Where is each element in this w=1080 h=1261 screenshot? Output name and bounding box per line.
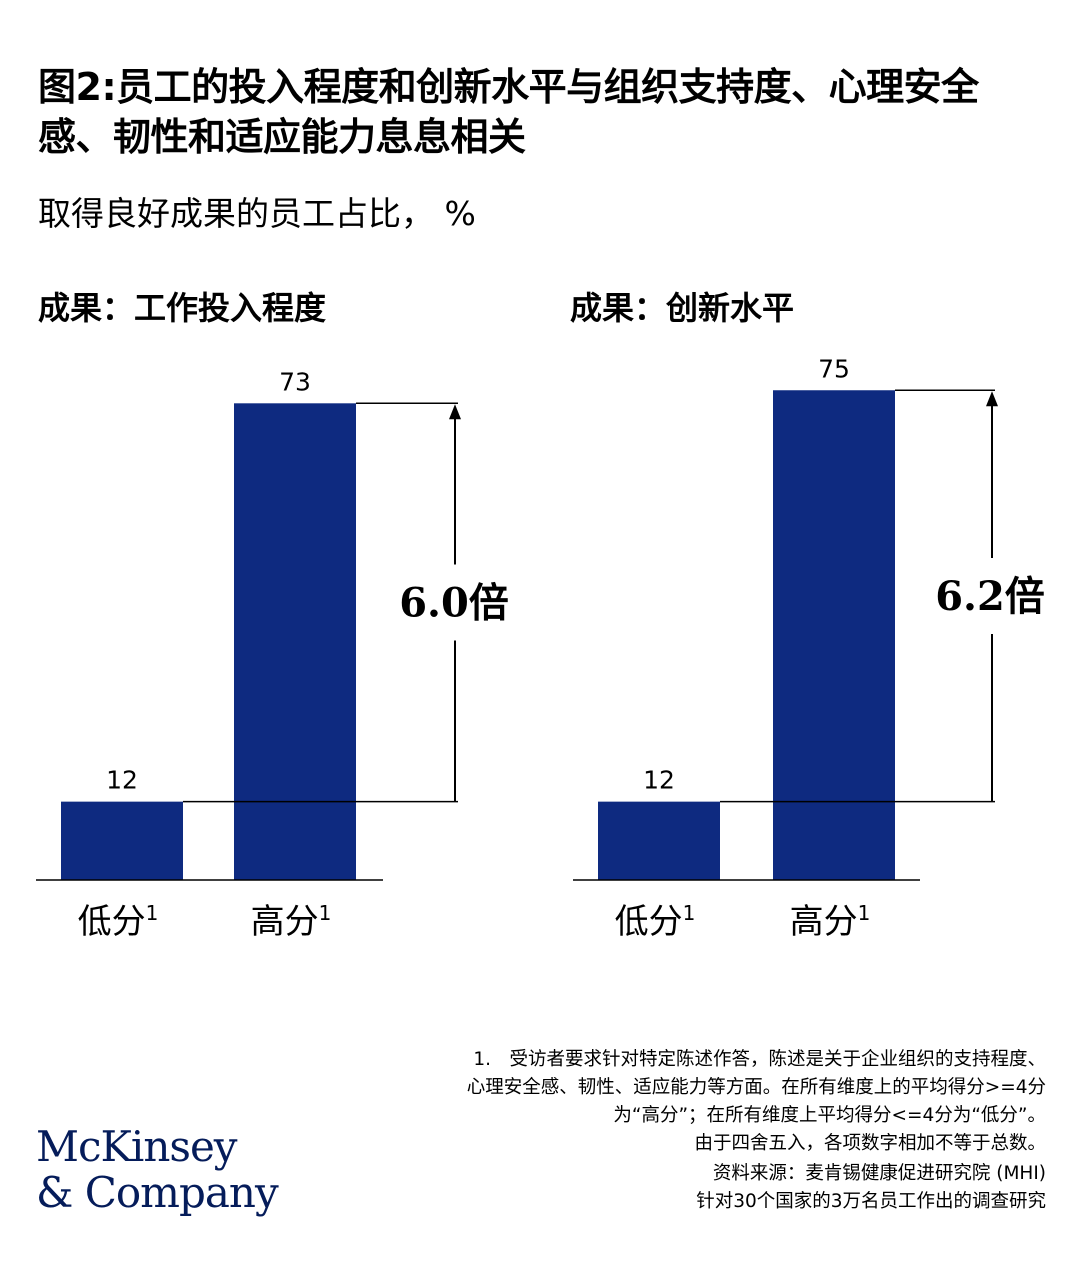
panel-title-engagement: 成果：工作投入程度 — [38, 289, 327, 327]
bar-innovation-1 — [773, 390, 895, 880]
multiplier-label-innovation: 6.2倍 — [935, 573, 1045, 620]
arrow-head-icon-innovation — [986, 391, 998, 407]
chart-title: 图2:员工的投入程度和创新水平与组织支持度、心理安全感、韧性和适应能力息息相关 — [38, 65, 979, 159]
footnote-line: 1. 受访者要求针对特定陈述作答，陈述是关于企业组织的支持程度、 — [473, 1049, 1046, 1070]
source-line: 针对30个国家的3万名员工作出的调查研究 — [696, 1191, 1046, 1212]
mckinsey-logo: McKinsey & Company — [36, 1122, 279, 1217]
footnote-line: 为“高分”；在所有维度上平均得分<=4分为“低分”。 — [613, 1105, 1046, 1126]
category-label-innovation-1: 高分1 — [790, 901, 871, 942]
logo-line-2: & Company — [36, 1168, 279, 1217]
panel-title-innovation: 成果：创新水平 — [570, 289, 795, 327]
value-label-innovation-0: 12 — [643, 766, 675, 795]
category-label-innovation-0: 低分1 — [615, 901, 696, 942]
footnote-line: 由于四舍五入，各项数字相加不等于总数。 — [694, 1133, 1046, 1154]
value-label-engagement-0: 12 — [106, 766, 138, 795]
multiplier-label-engagement: 6.0倍 — [399, 579, 509, 626]
source-line: 资料来源：麦肯锡健康促进研究院 (MHI) — [712, 1163, 1046, 1184]
footnote-line: 心理安全感、韧性、适应能力等方面。在所有维度上的平均得分>=4分 — [466, 1077, 1046, 1098]
value-label-innovation-1: 75 — [818, 354, 850, 383]
chart-subtitle: 取得良好成果的员工占比， % — [38, 194, 476, 233]
bar-innovation-0 — [598, 801, 720, 880]
category-label-engagement-0: 低分1 — [78, 901, 159, 942]
footnote: 1. 受访者要求针对特定陈述作答，陈述是关于企业组织的支持程度、 心理安全感、韧… — [356, 1046, 1046, 1158]
bar-engagement-0 — [61, 801, 183, 880]
source-note: 资料来源：麦肯锡健康促进研究院 (MHI) 针对30个国家的3万名员工作出的调查… — [356, 1160, 1046, 1216]
arrow-head-icon-engagement — [449, 404, 461, 420]
value-label-engagement-1: 73 — [279, 367, 311, 396]
logo-line-1: McKinsey — [36, 1122, 238, 1171]
category-label-engagement-1: 高分1 — [251, 901, 332, 942]
bar-engagement-1 — [234, 403, 356, 880]
